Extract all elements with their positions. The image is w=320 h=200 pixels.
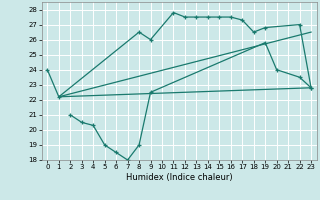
X-axis label: Humidex (Indice chaleur): Humidex (Indice chaleur) — [126, 173, 233, 182]
